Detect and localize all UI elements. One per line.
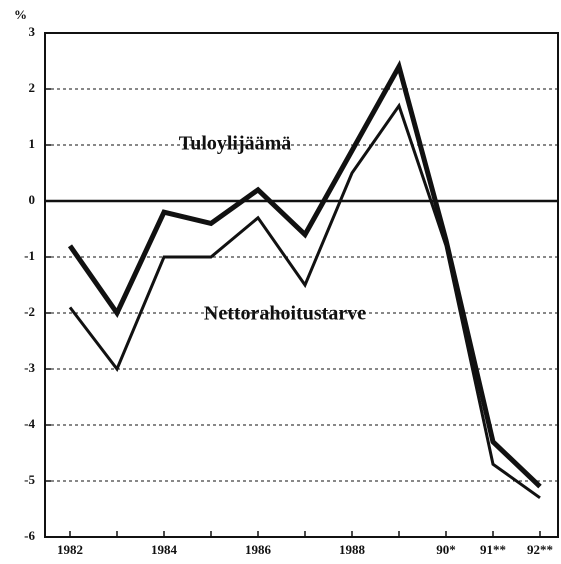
y-tick-label: -2 [24, 304, 35, 319]
series-line [67, 60, 542, 489]
y-tick-label: 3 [29, 24, 36, 39]
x-tick-label: 1984 [151, 542, 178, 557]
y-tick-label: 0 [29, 192, 36, 207]
y-tick-label: -6 [24, 528, 35, 543]
series-label: Tuloylijäämä [179, 133, 292, 155]
x-tick-label: 1988 [339, 542, 366, 557]
y-tick-label: -5 [24, 472, 35, 487]
x-tick-label: 1982 [57, 542, 83, 557]
y-tick-label: 1 [29, 136, 36, 151]
y-tick-label: 2 [29, 80, 36, 95]
x-tick-label: 1986 [245, 542, 272, 557]
x-tick-label: 92** [527, 542, 553, 557]
y-tick-label: -4 [24, 416, 35, 431]
y-axis-label: % [14, 7, 27, 22]
plot-frame [44, 32, 559, 538]
series-label: Nettorahoitustarve [204, 303, 366, 325]
x-tick-label: 91** [480, 542, 506, 557]
series-line [68, 102, 541, 500]
y-tick-label: -3 [24, 360, 35, 375]
y-tick-label: -1 [24, 248, 35, 263]
x-tick-label: 90* [436, 542, 456, 557]
